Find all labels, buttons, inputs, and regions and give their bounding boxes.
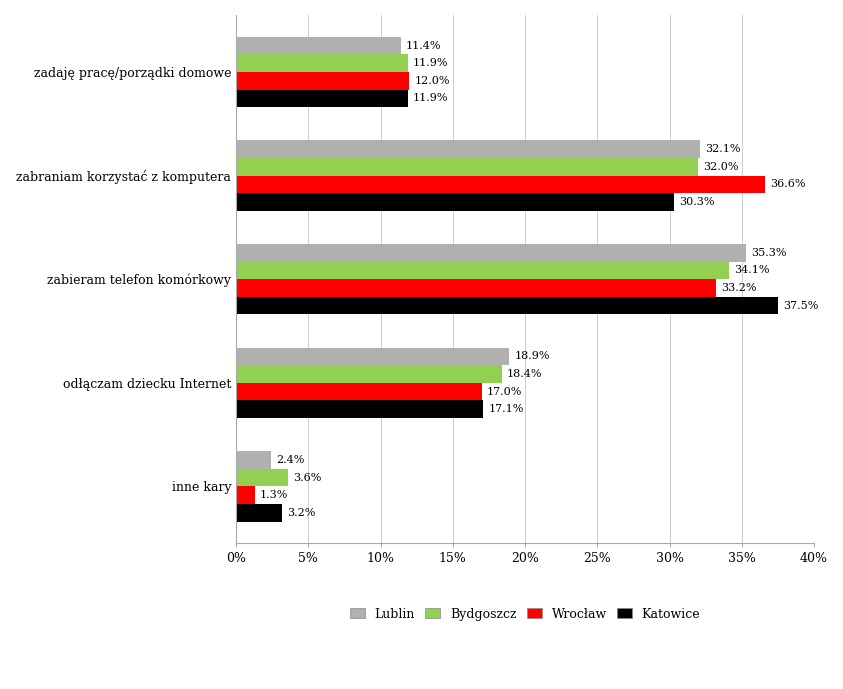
Text: 30.3%: 30.3%: [679, 197, 714, 207]
Text: 32.0%: 32.0%: [703, 162, 739, 172]
Text: 17.0%: 17.0%: [486, 387, 522, 397]
Text: 1.3%: 1.3%: [260, 491, 288, 500]
Text: 11.9%: 11.9%: [413, 94, 448, 103]
Bar: [236, 451, 271, 469]
Bar: [236, 176, 765, 193]
Bar: [236, 400, 483, 418]
Bar: [236, 54, 408, 72]
Text: 33.2%: 33.2%: [721, 283, 756, 293]
Text: 2.4%: 2.4%: [276, 455, 304, 465]
Legend: Lublin, Bydgoszcz, Wrocław, Katowice: Lublin, Bydgoszcz, Wrocław, Katowice: [345, 603, 706, 626]
Text: 18.4%: 18.4%: [507, 369, 542, 379]
Text: 17.1%: 17.1%: [488, 404, 524, 414]
Bar: [236, 193, 674, 211]
Bar: [236, 90, 408, 107]
Bar: [236, 279, 716, 297]
Bar: [236, 37, 400, 54]
Text: 18.9%: 18.9%: [514, 351, 550, 362]
Text: 37.5%: 37.5%: [783, 300, 819, 311]
Bar: [236, 504, 282, 522]
Bar: [236, 348, 509, 365]
Text: 32.1%: 32.1%: [705, 144, 740, 154]
Text: 11.9%: 11.9%: [413, 58, 448, 68]
Bar: [236, 244, 746, 262]
Text: 3.2%: 3.2%: [287, 508, 316, 518]
Bar: [236, 72, 410, 90]
Text: 34.1%: 34.1%: [733, 265, 770, 276]
Text: 35.3%: 35.3%: [751, 248, 787, 258]
Text: 3.6%: 3.6%: [293, 473, 321, 483]
Text: 12.0%: 12.0%: [415, 76, 450, 86]
Bar: [236, 383, 481, 400]
Bar: [236, 297, 778, 314]
Bar: [236, 486, 255, 504]
Bar: [236, 365, 502, 383]
Bar: [236, 141, 700, 158]
Text: 36.6%: 36.6%: [770, 179, 805, 189]
Bar: [236, 158, 698, 176]
Bar: [236, 262, 728, 279]
Text: 11.4%: 11.4%: [405, 41, 442, 50]
Bar: [236, 469, 288, 486]
